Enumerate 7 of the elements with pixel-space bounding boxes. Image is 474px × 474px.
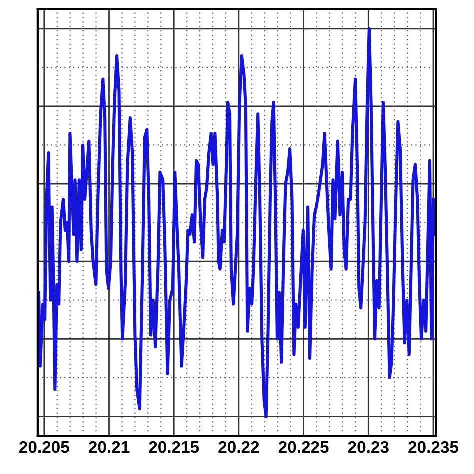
x-tick-label: 20.205 [19, 441, 70, 454]
x-tick-label: 20.225 [278, 441, 329, 454]
x-tick-label: 20.235 [408, 441, 459, 454]
x-tick-label: 20.22 [218, 441, 260, 454]
x-tick-label: 20.215 [149, 441, 200, 454]
x-tick-label: 20.21 [88, 441, 130, 454]
x-tick-label: 20.23 [348, 441, 389, 454]
